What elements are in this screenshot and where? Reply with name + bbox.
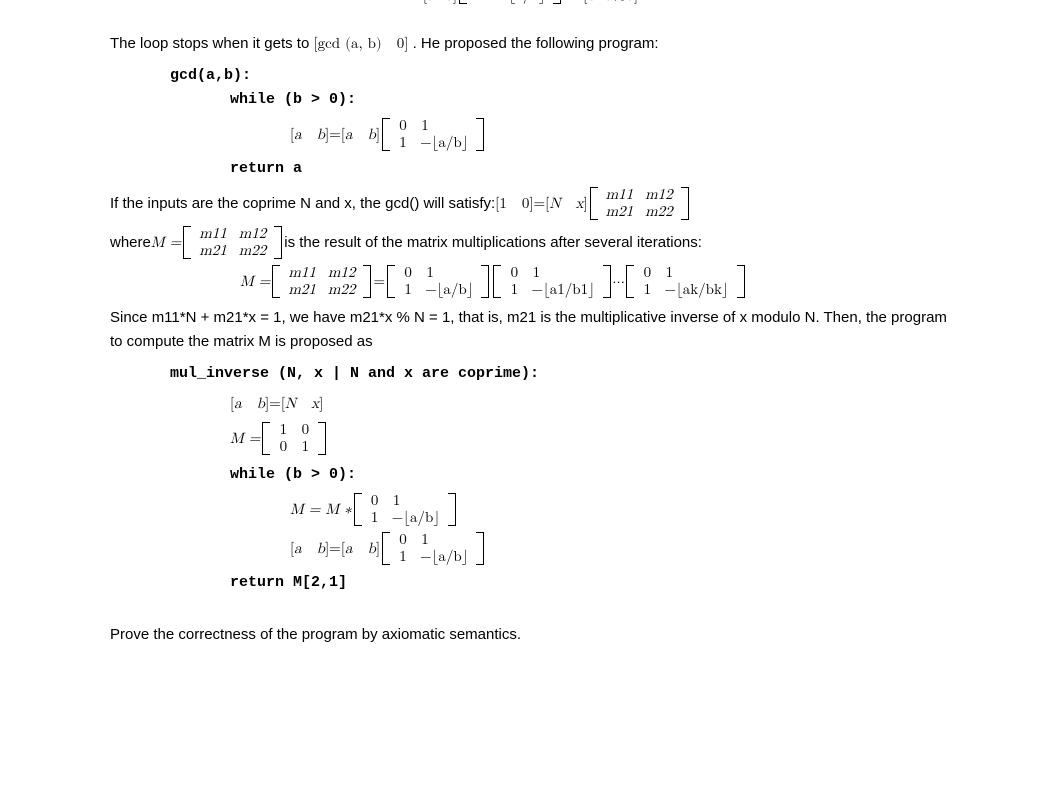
gcd-update-eq: [a b] = [a b] 01 1−⌊a/b⌋ xyxy=(290,118,951,151)
eq-sign: = xyxy=(329,123,341,147)
M-update: M = M ∗ 01 1−⌊a/b⌋ xyxy=(290,493,951,526)
code-line: mul_inverse (N, x | N and x are coprime)… xyxy=(170,362,951,386)
page: [a b] 1−⌊a/b⌋ = [b a%b] The loop stops w… xyxy=(0,0,1061,787)
p4: Since m11*N + m21*x = 1, we have m21*x %… xyxy=(110,306,951,354)
code-line: gcd(a,b): xyxy=(170,64,951,88)
ab-init: [a b] = [N x] xyxy=(230,392,951,416)
text: Prove the correctness of the program by … xyxy=(110,626,521,643)
frag-lhs: [a b] xyxy=(423,0,457,8)
cell: 1 xyxy=(469,0,491,4)
frag-rhs: [b a%b] xyxy=(583,0,638,8)
matrix-K: 01 1−⌊ak/bk⌋ xyxy=(626,265,744,298)
p3: where M = m11m12 m21m22 is the result of… xyxy=(110,226,951,259)
M-def-matrix: m11m12 m21m22 xyxy=(183,226,282,259)
intro-para: The loop stops when it gets to [gcd (a, … xyxy=(110,32,951,56)
cell: b xyxy=(445,0,453,3)
cell: b xyxy=(587,0,595,3)
rhs-vec: [a b] xyxy=(341,123,380,147)
gcd-row-vec: [gcd (a, b) 0] xyxy=(313,32,408,56)
cell: −⌊a/b⌋ xyxy=(491,0,551,4)
onezero-vec: [1 0] xyxy=(495,192,533,216)
mul-inverse-code: mul_inverse (N, x | N and x are coprime)… xyxy=(170,362,951,595)
matrix-L: m11m12 m21m22 xyxy=(272,265,371,298)
M-eq: M = xyxy=(151,231,181,255)
dots: ⋯ xyxy=(613,270,625,294)
identity-matrix: 10 01 xyxy=(262,422,326,455)
text: If the inputs are the coprime N and x, t… xyxy=(110,192,495,216)
text: The loop stops when it gets to xyxy=(110,35,313,52)
p2: If the inputs are the coprime N and x, t… xyxy=(110,187,951,220)
bracket-close: ] xyxy=(453,0,457,3)
text: Since m11*N + m21*x = 1, we have m21*x %… xyxy=(110,309,947,350)
cell: a xyxy=(427,0,435,3)
step-matrix-2: 01 1−⌊a/b⌋ xyxy=(382,532,484,565)
eq: = xyxy=(563,0,583,8)
code-line: while (b > 0): xyxy=(230,88,951,112)
eq-sign: = xyxy=(373,270,385,294)
gcd-code-block: gcd(a,b): while (b > 0): [a b] = [a b] 0… xyxy=(170,64,951,181)
step-matrix: 01 1−⌊a/b⌋ xyxy=(382,118,484,151)
code-line: while (b > 0): xyxy=(230,463,951,487)
prove-para: Prove the correctness of the program by … xyxy=(110,623,951,647)
M-matrix: m11m12 m21m22 xyxy=(590,187,689,220)
matrix-B: 01 1−⌊a1/b1⌋ xyxy=(493,265,610,298)
lhs: [a b] xyxy=(290,123,329,147)
text: where xyxy=(110,231,151,255)
Nx-vec: [N x] xyxy=(545,192,587,216)
text: . He proposed the following program: xyxy=(413,35,659,52)
bracket-close: ] xyxy=(404,36,408,51)
eq-sign: = xyxy=(534,192,546,216)
ab-update: [a b] = [a b] 01 1−⌊a/b⌋ xyxy=(290,532,951,565)
centered-eq: M = m11m12 m21m22 = 01 1−⌊a/b⌋ 01 1−⌊a1/… xyxy=(240,265,951,298)
code-line: return a xyxy=(230,157,951,181)
text: is the result of the matrix multiplicati… xyxy=(284,231,702,255)
code-line: return M[2,1] xyxy=(230,571,951,595)
cell: gcd (a, b) xyxy=(318,36,382,51)
clipped-fragment: [a b] 1−⌊a/b⌋ = [b a%b] xyxy=(110,0,951,22)
matrix-A: 01 1−⌊a/b⌋ xyxy=(387,265,489,298)
cell: a%b xyxy=(606,0,634,3)
frag-matrix: 1−⌊a/b⌋ xyxy=(459,0,561,4)
bracket-close: ] xyxy=(634,0,638,3)
M-init: M = 10 01 xyxy=(230,422,951,455)
M-eq: M = xyxy=(240,270,270,294)
step-matrix: 01 1−⌊a/b⌋ xyxy=(354,493,456,526)
